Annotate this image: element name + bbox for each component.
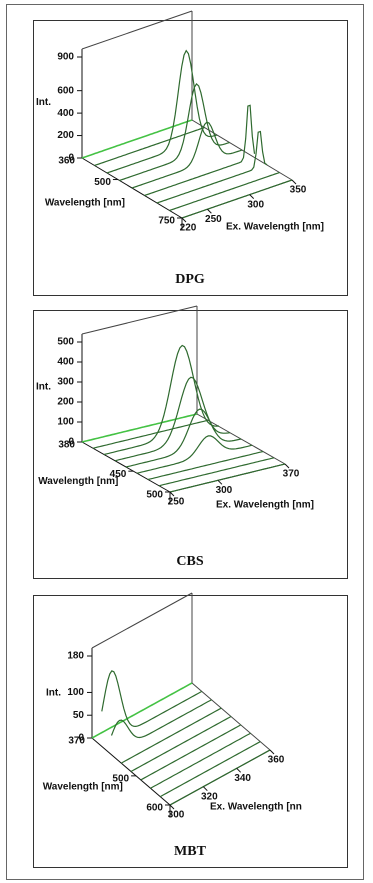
spectrum-curve <box>169 749 271 806</box>
z-axis-label: Int. <box>46 688 61 699</box>
z-axis-label: Int. <box>36 97 51 108</box>
spectrum-curve <box>125 408 242 468</box>
y-tick-label: 750 <box>158 216 175 227</box>
spectrum-curve <box>144 104 256 197</box>
z-axis-label: Int. <box>36 382 51 393</box>
x-tick <box>284 463 290 469</box>
box-edge <box>91 592 193 649</box>
spectrum-curve <box>131 121 243 189</box>
x-tick-label: 360 <box>268 755 285 766</box>
z-tick-label: 100 <box>67 687 84 698</box>
x-tick <box>207 208 212 214</box>
y-tick-label: 500 <box>112 774 129 785</box>
spectrum-curve <box>181 179 293 219</box>
x-tick-label: 250 <box>205 214 222 225</box>
x-tick <box>217 479 223 485</box>
z-tick-label: 400 <box>57 357 74 368</box>
spectrum-curve <box>121 707 222 764</box>
outer-frame <box>6 4 364 880</box>
z-tick-label: 900 <box>57 52 74 63</box>
spectrum-curve <box>147 450 264 481</box>
z-tick-label: 200 <box>57 130 74 141</box>
x-tick <box>169 804 175 810</box>
x-tick-label: 340 <box>234 773 251 784</box>
x-tick-label: 370 <box>283 469 300 480</box>
spectrum-curve <box>160 741 261 798</box>
panel-title: DPG <box>175 272 205 287</box>
panel-frame <box>33 20 348 296</box>
spectrum-curve <box>110 699 212 739</box>
z-tick-label: 500 <box>57 337 74 348</box>
y-tick-label: 500 <box>146 490 163 501</box>
x-axis-label: Ex. Wavelength [nm] <box>216 499 314 510</box>
x-tick-label: 300 <box>247 199 264 210</box>
spectrum-curve <box>156 130 268 204</box>
x-tick <box>269 749 275 755</box>
y-tick-label: 380 <box>58 440 75 451</box>
x-tick <box>236 767 242 773</box>
x-tick-label: 320 <box>201 791 218 802</box>
x-tick <box>249 194 255 199</box>
panel-title: CBS <box>176 554 203 569</box>
y-tick-label: 500 <box>94 177 111 188</box>
x-axis-label: Ex. Wavelength [nn <box>210 802 302 813</box>
z-tick-label: 180 <box>67 651 84 662</box>
z-tick-label: 600 <box>57 85 74 96</box>
box-edge <box>81 305 198 335</box>
z-tick-label: 300 <box>57 377 74 388</box>
panel-title: MBT <box>174 844 207 859</box>
x-tick-label: 220 <box>180 223 197 234</box>
x-tick-label: 300 <box>216 485 233 496</box>
panel-frame <box>33 310 348 579</box>
spectrum-curve <box>158 457 275 487</box>
panel-frame <box>33 595 348 868</box>
z-tick-label: 200 <box>57 397 74 408</box>
spectrum-curve <box>169 463 286 493</box>
y-tick-label: 600 <box>146 803 163 814</box>
spectrum-curve <box>106 49 218 174</box>
box-edge <box>81 10 193 50</box>
spectrum-curve <box>130 715 232 773</box>
spectrum-curve <box>150 732 251 789</box>
x-tick <box>291 179 297 185</box>
y-tick-label: 370 <box>68 736 85 747</box>
x-tick-label: 300 <box>168 810 185 821</box>
spectrum-curve <box>136 435 253 474</box>
spectrum-curve <box>119 82 230 182</box>
x-tick <box>169 491 175 497</box>
spectrum-curve <box>91 682 193 739</box>
spectrum-curve <box>101 670 203 728</box>
spectrum-curve <box>169 171 280 212</box>
x-tick-label: 250 <box>168 497 185 508</box>
spectrum-curve <box>103 344 220 456</box>
z-tick-label: 0 <box>78 733 84 744</box>
y-axis-label: Wavelength [nm] <box>45 198 125 209</box>
z-tick-label: 400 <box>57 108 74 119</box>
z-tick-label: 0 <box>68 153 74 164</box>
y-tick-label: 360 <box>58 156 75 167</box>
spectrum-curve <box>94 126 205 167</box>
spectrum-curve <box>81 119 193 159</box>
x-axis-label: Ex. Wavelength [nm] <box>226 221 324 232</box>
y-tick-label: 450 <box>110 469 127 480</box>
z-tick-label: 0 <box>68 437 74 448</box>
z-tick-label: 50 <box>73 710 85 721</box>
x-tick <box>181 217 187 223</box>
y-axis-label: Wavelength [nm] <box>43 781 123 792</box>
spectrum-curve <box>92 419 209 449</box>
x-tick-label: 350 <box>290 185 307 196</box>
x-tick <box>202 786 208 792</box>
z-tick-label: 100 <box>57 417 74 428</box>
spectrum-curve <box>140 724 242 781</box>
y-axis-label: Wavelength [nm] <box>38 476 118 487</box>
spectrum-curve <box>81 413 198 443</box>
